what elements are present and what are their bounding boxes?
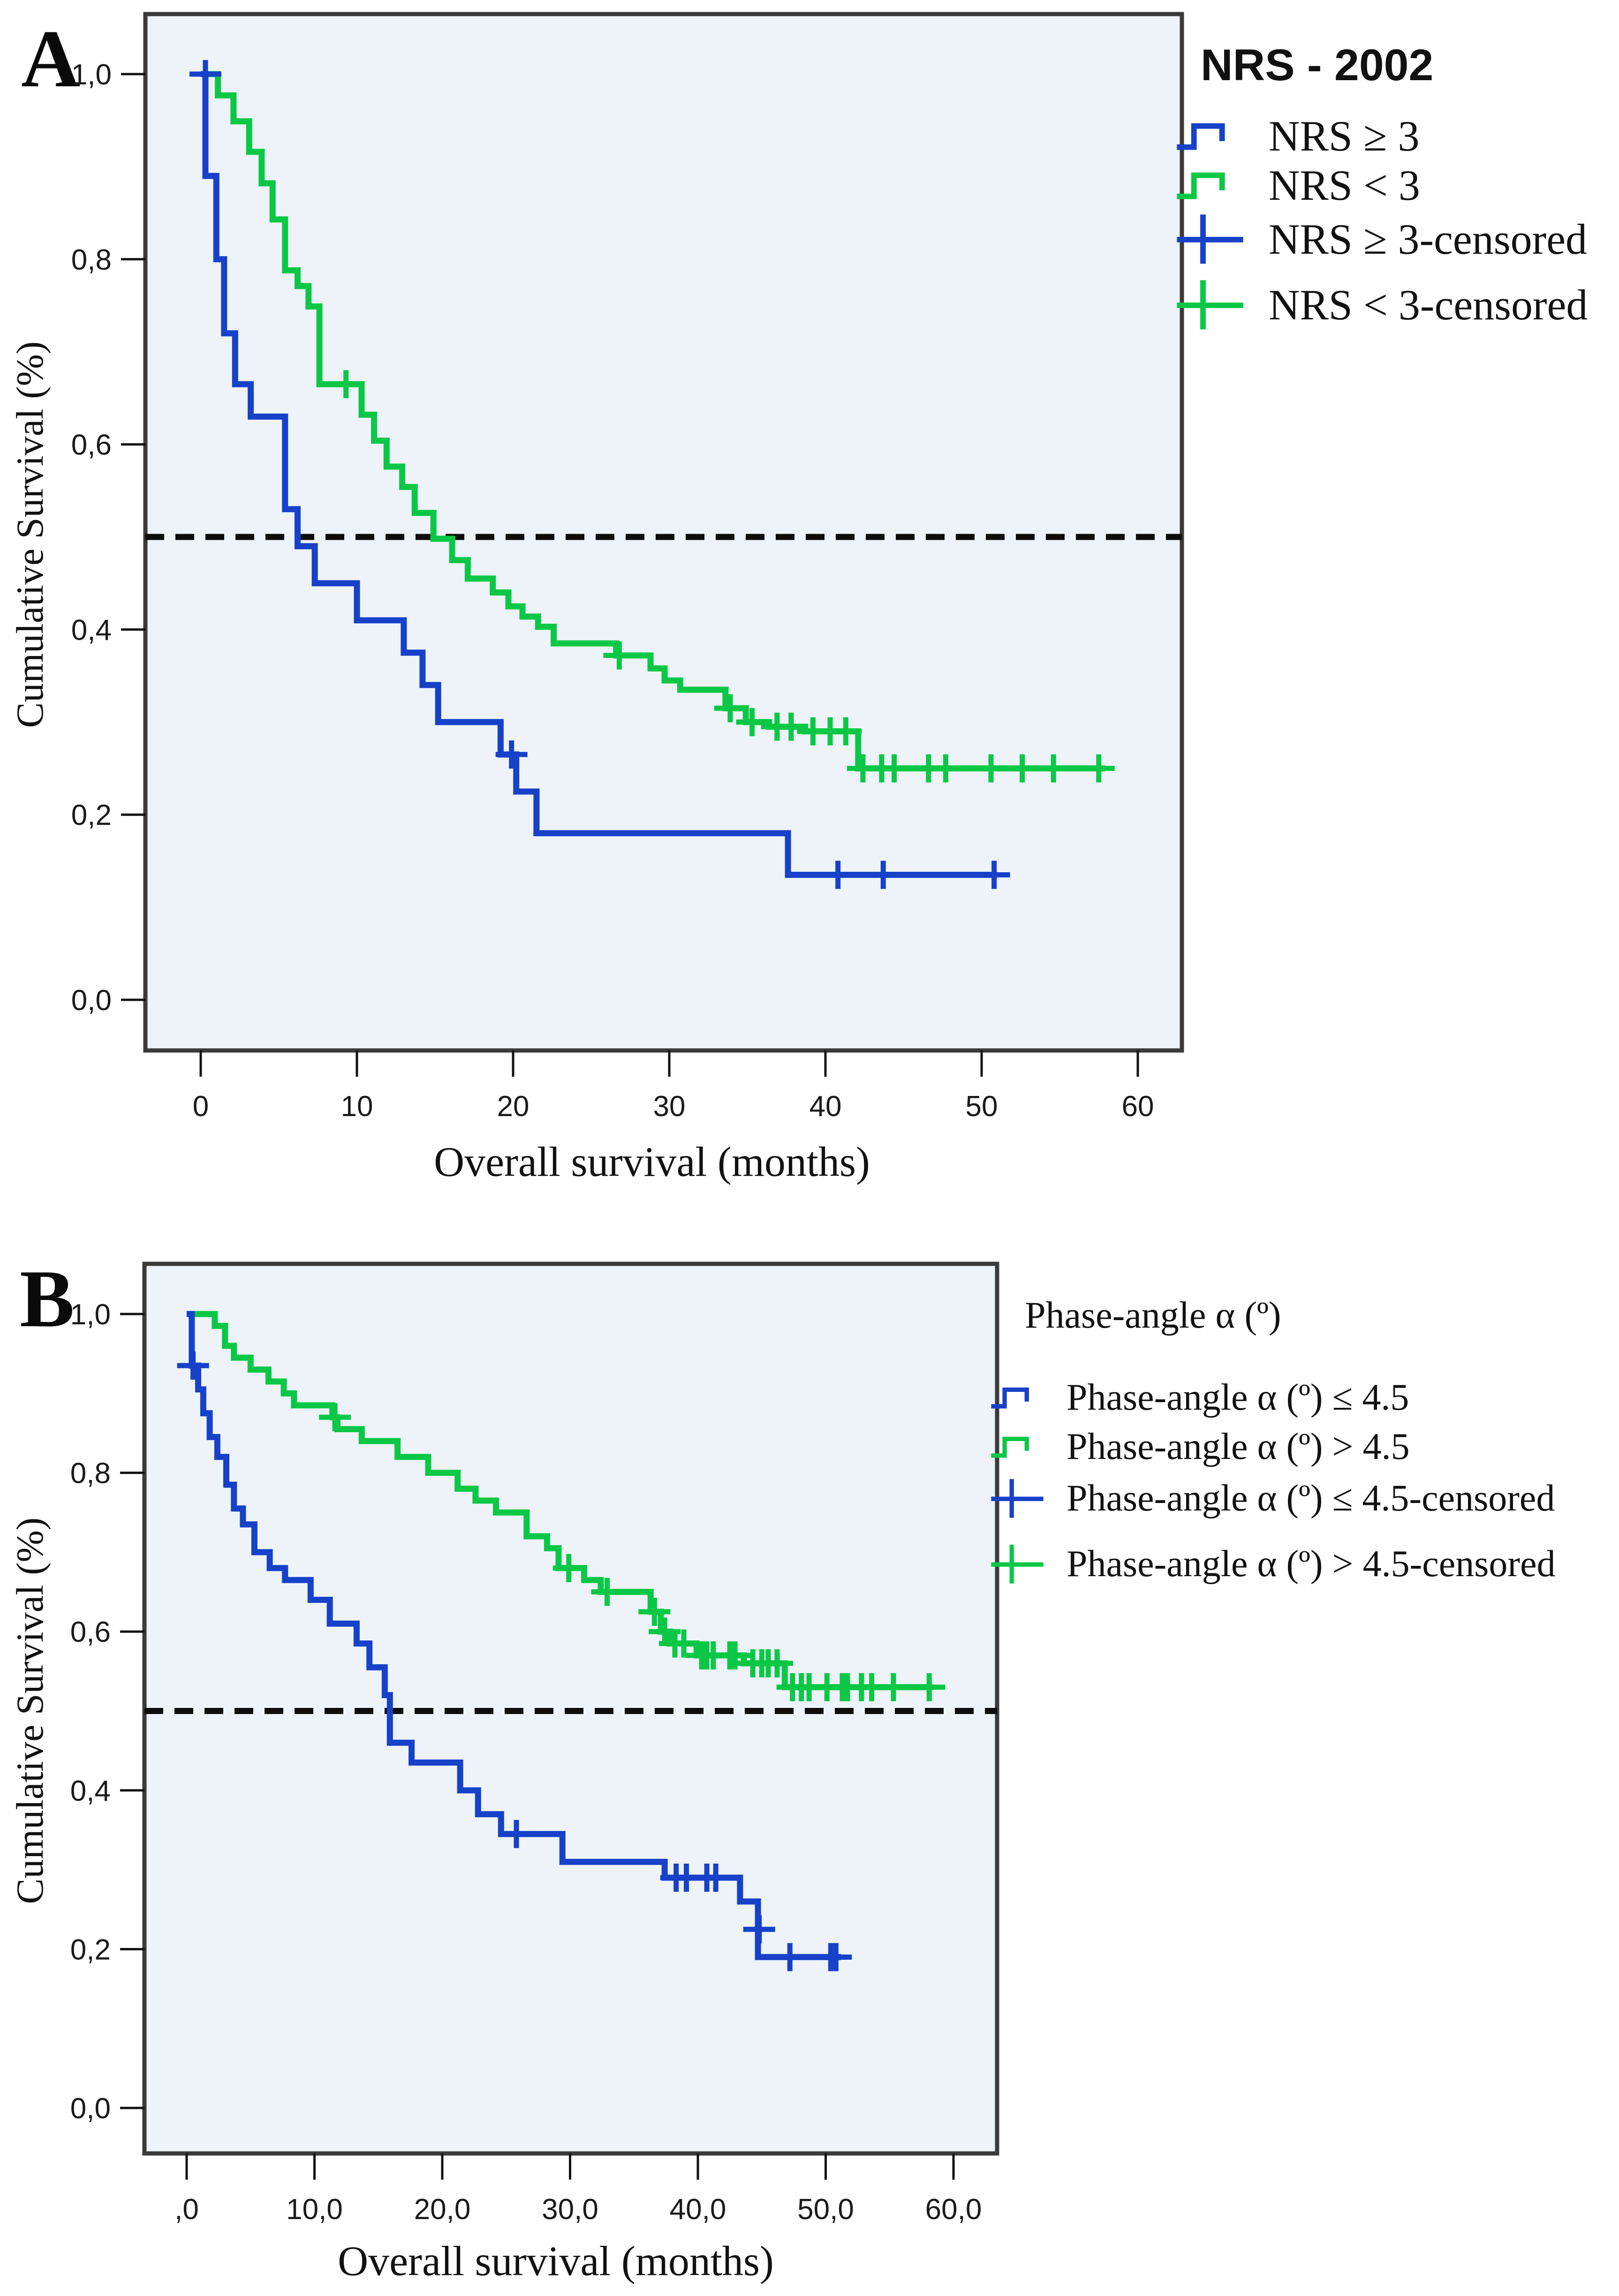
svg-text:50,0: 50,0	[797, 2193, 854, 2226]
svg-text:50: 50	[966, 1090, 998, 1123]
svg-text:0,4: 0,4	[71, 614, 112, 646]
svg-text:0,2: 0,2	[70, 1933, 111, 1966]
svg-text:40: 40	[810, 1090, 842, 1123]
svg-text:0: 0	[193, 1090, 209, 1123]
legend-item-label: NRS ≥ 3	[1269, 112, 1420, 160]
panel-a-legend: NRS - 2002 NRS ≥ 3 NRS < 3 NRS ≥ 3-censo…	[1175, 40, 1619, 349]
svg-text:0,0: 0,0	[70, 2092, 111, 2125]
legend-item-pa-gt45-censored: Phase-angle α (º) > 4.5-censored	[990, 1541, 1556, 1587]
legend-item-pa-gt45: Phase-angle α (º) > 4.5	[990, 1423, 1410, 1470]
step-line-icon	[991, 1387, 1029, 1409]
legend-item-label: Phase-angle α (º) > 4.5-censored	[1067, 1543, 1556, 1585]
svg-text:1,0: 1,0	[70, 1299, 111, 1331]
svg-text:60: 60	[1122, 1090, 1154, 1123]
svg-text:20: 20	[497, 1090, 530, 1123]
svg-text:0,2: 0,2	[71, 799, 112, 831]
panel-b-legend: Phase-angle α (º) Phase-angle α (º) ≤ 4.…	[990, 1290, 1619, 1618]
legend-item-label: Phase-angle α (º) ≤ 4.5-censored	[1067, 1478, 1555, 1519]
plus-censor-icon	[991, 1544, 1044, 1584]
svg-text:30,0: 30,0	[542, 2193, 598, 2226]
plus-censor-icon	[1177, 280, 1243, 330]
legend-item-nrs-ge3-censored: NRS ≥ 3-censored	[1175, 211, 1587, 267]
panel-b-letter: B	[20, 1253, 75, 1344]
legend-item-label: NRS < 3-censored	[1269, 280, 1588, 329]
step-line-icon	[1177, 123, 1225, 150]
panel-a-x-axis-title: Overall survival (months)	[434, 1139, 870, 1186]
step-line-icon	[991, 1436, 1029, 1458]
svg-text:0,8: 0,8	[71, 244, 112, 276]
legend-item-pa-le45: Phase-angle α (º) ≤ 4.5	[990, 1374, 1409, 1421]
svg-text:10: 10	[341, 1090, 373, 1123]
panel-b-x-axis-title: Overall survival (months)	[338, 2238, 774, 2285]
legend-item-label: NRS < 3	[1269, 161, 1420, 209]
legend-item-label: Phase-angle α (º) > 4.5	[1067, 1426, 1410, 1467]
svg-text:30: 30	[653, 1090, 686, 1123]
svg-text:10,0: 10,0	[286, 2193, 343, 2226]
svg-text:1,0: 1,0	[71, 59, 112, 91]
panel-a-legend-title: NRS - 2002	[1201, 40, 1434, 90]
plus-censor-icon	[1177, 214, 1243, 264]
svg-text:0,6: 0,6	[71, 429, 112, 461]
legend-item-label: NRS ≥ 3-censored	[1269, 215, 1588, 263]
svg-text:40,0: 40,0	[670, 2193, 726, 2226]
svg-text:0,6: 0,6	[70, 1616, 111, 1648]
panel-b-legend-title: Phase-angle α (º)	[1025, 1295, 1281, 1336]
step-line-icon	[1177, 172, 1225, 199]
svg-text:0,8: 0,8	[70, 1458, 111, 1490]
svg-text:0,4: 0,4	[70, 1775, 111, 1807]
svg-text:0,0: 0,0	[71, 984, 112, 1017]
km-plot-panel-b: ,0 10,0 20,0 30,0 40,0 50,0 60,0 1,0 0,8 0,6 0,4 0,…	[70, 1261, 999, 2226]
legend-item-nrs-lt3: NRS < 3	[1175, 157, 1420, 213]
svg-text:20,0: 20,0	[414, 2193, 471, 2226]
legend-item-label: Phase-angle α (º) ≤ 4.5	[1067, 1377, 1409, 1418]
svg-text:60,0: 60,0	[925, 2193, 982, 2226]
svg-text:,0: ,0	[174, 2193, 199, 2226]
legend-item-pa-le45-censored: Phase-angle α (º) ≤ 4.5-censored	[990, 1475, 1555, 1522]
panel-a-letter: A	[21, 13, 81, 104]
legend-item-nrs-lt3-censored: NRS < 3-censored	[1175, 277, 1588, 333]
km-plot-panel-a: 0 10 20 30 40 50 60 1,0 0,8 0,6 0,4 0,2 0,0	[71, 12, 1184, 1123]
legend-item-nrs-ge3: NRS ≥ 3	[1175, 108, 1419, 164]
plus-censor-icon	[991, 1479, 1044, 1518]
